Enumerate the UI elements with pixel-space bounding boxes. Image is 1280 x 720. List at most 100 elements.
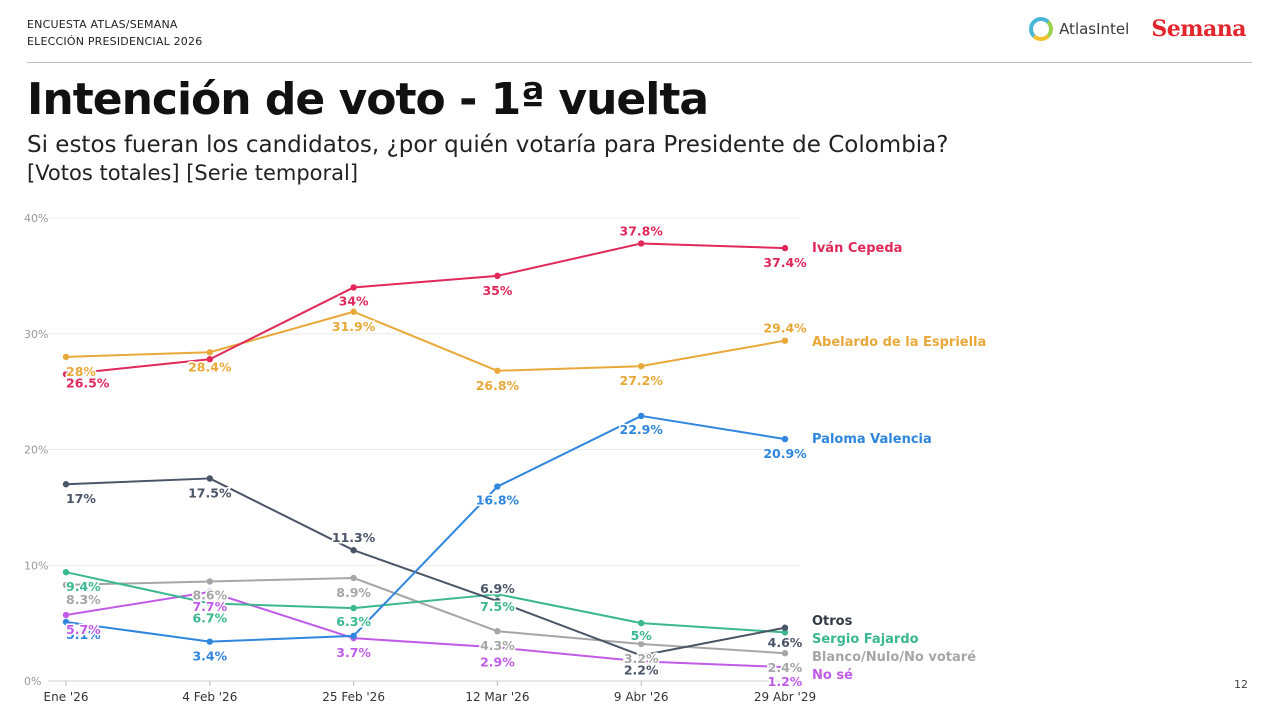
- data-label: 37.8%: [620, 223, 664, 238]
- data-point: [206, 600, 213, 607]
- data-point: [638, 652, 645, 659]
- y-tick-label: 10%: [24, 559, 48, 572]
- x-tick-label: 9 Abr '26: [614, 690, 669, 704]
- data-label: 31.9%: [332, 319, 376, 334]
- semana-logo: Semana: [1151, 16, 1246, 42]
- chart-subtitle-note: [Votos totales] [Serie temporal]: [27, 161, 359, 185]
- data-label: 2.2%: [624, 663, 659, 678]
- y-tick-label: 40%: [24, 212, 48, 225]
- data-label: 5.1%: [66, 627, 101, 642]
- series-line: [65, 571, 786, 634]
- data-point: [350, 284, 357, 291]
- data-label: 29.4%: [763, 321, 807, 336]
- data-point: [494, 644, 501, 651]
- atlasintel-logo: AtlasIntel: [1029, 17, 1129, 41]
- y-tick-label: 0%: [24, 675, 41, 688]
- data-point: [62, 371, 70, 378]
- data-point: [350, 632, 357, 640]
- series-label: Sergio Fajardo: [812, 632, 919, 647]
- data-point: [62, 568, 70, 576]
- data-label: 37.4%: [763, 255, 807, 270]
- data-label: 3.4%: [192, 649, 227, 664]
- data-point: [638, 658, 645, 665]
- data-point: [781, 629, 789, 636]
- series-line: [65, 310, 786, 372]
- data-point: [494, 628, 501, 635]
- data-point: [62, 353, 70, 361]
- data-point: [350, 308, 357, 315]
- series-label: Otros: [812, 614, 853, 629]
- data-point: [638, 640, 645, 648]
- data-point: [350, 574, 357, 582]
- data-label: 5%: [631, 628, 653, 643]
- atlasintel-wordmark: AtlasIntel: [1059, 20, 1130, 38]
- survey-name: ENCUESTA ATLAS/SEMANA: [27, 18, 178, 31]
- data-point: [638, 412, 645, 420]
- data-label: 8.6%: [192, 587, 227, 602]
- x-tick-label: 4 Feb '26: [182, 690, 237, 704]
- data-label: 34%: [339, 293, 369, 308]
- data-label: 7.5%: [480, 599, 515, 614]
- data-point: [494, 483, 501, 490]
- atlasintel-icon: [1029, 17, 1054, 41]
- data-label: 27.2%: [620, 373, 664, 388]
- data-point: [206, 356, 213, 363]
- data-label: 17.5%: [188, 485, 232, 500]
- data-point: [350, 547, 357, 554]
- data-label: 11.3%: [332, 530, 376, 545]
- data-label: 1.2%: [768, 674, 803, 689]
- data-label: 28%: [66, 364, 96, 379]
- data-label: 6.7%: [192, 610, 227, 625]
- series-line: [65, 576, 786, 655]
- data-label: 7.7%: [192, 599, 227, 614]
- x-tick-label: 29 Abr '29: [754, 690, 816, 704]
- series-label: No sé: [812, 668, 853, 683]
- x-tick-label: Ene '26: [44, 690, 89, 704]
- x-tick-label: 25 Feb '26: [322, 690, 385, 704]
- data-point: [638, 362, 645, 370]
- page-number: 12: [1234, 678, 1248, 691]
- data-point: [206, 638, 213, 645]
- x-tick-label: 12 Mar '26: [465, 690, 529, 704]
- data-label: 20.9%: [763, 446, 807, 461]
- data-point: [781, 337, 789, 344]
- data-point: [781, 624, 789, 631]
- data-label: 8.3%: [66, 592, 101, 607]
- data-label: 2.9%: [480, 654, 515, 669]
- data-label: 17%: [66, 491, 96, 506]
- data-point: [206, 588, 213, 596]
- series-label: Paloma Valencia: [812, 432, 932, 447]
- data-point: [62, 611, 70, 619]
- data-point: [206, 475, 213, 482]
- data-label: 27.8%: [188, 360, 232, 375]
- chart-subtitle: Si estos fueran los candidatos, ¿por qui…: [27, 132, 949, 158]
- data-label: 28.4%: [188, 359, 232, 374]
- series-line: [65, 242, 786, 376]
- series-label: Iván Cepeda: [812, 241, 902, 256]
- data-point: [62, 481, 70, 488]
- data-label: 26.5%: [66, 375, 110, 390]
- data-point: [781, 650, 789, 657]
- data-point: [638, 240, 645, 247]
- series-line: [65, 414, 786, 643]
- data-point: [494, 367, 501, 374]
- data-label: 22.9%: [620, 422, 664, 437]
- data-label: 2.4%: [768, 660, 803, 675]
- data-label: 8.9%: [336, 585, 371, 600]
- data-point: [638, 619, 645, 627]
- data-label: 4.6%: [768, 635, 803, 650]
- data-label: 35%: [482, 283, 512, 298]
- series-label: Blanco/Nulo/No votaré: [812, 650, 976, 665]
- data-point: [206, 349, 213, 356]
- header-divider: [27, 62, 1252, 63]
- data-point: [494, 597, 501, 605]
- y-tick-label: 30%: [24, 328, 48, 341]
- election-name: ELECCIÓN PRESIDENCIAL 2026: [27, 35, 203, 48]
- data-point: [781, 435, 789, 443]
- data-label: 6.9%: [480, 581, 515, 596]
- data-label: 6.3%: [336, 614, 371, 629]
- data-point: [494, 272, 501, 280]
- data-label: 5.7%: [66, 622, 101, 637]
- data-point: [350, 604, 357, 612]
- series-line: [65, 477, 786, 657]
